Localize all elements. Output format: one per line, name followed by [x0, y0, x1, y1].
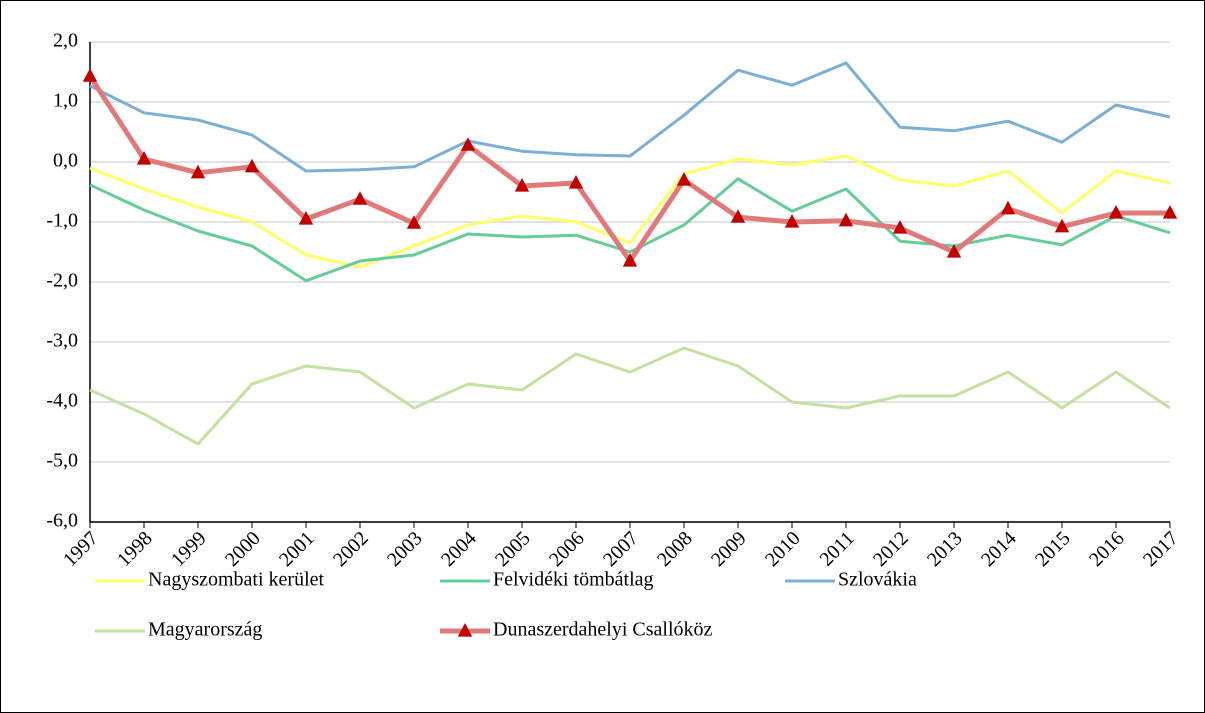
marker: [568, 175, 584, 189]
marker: [838, 212, 854, 227]
marker: [136, 151, 152, 165]
y-tick-label: -5,0: [46, 450, 78, 472]
series-line: [89, 177, 1171, 283]
series-line: [89, 154, 1171, 269]
legend-label: Dunaszerdahelyi Csallóköz: [493, 619, 712, 641]
marker: [1108, 205, 1124, 219]
marker: [352, 191, 368, 205]
y-tick-label: 0,0: [53, 150, 78, 172]
marker: [190, 164, 206, 179]
y-tick-label: -4,0: [46, 390, 78, 412]
y-tick-label: -6,0: [46, 510, 78, 532]
series-line: [89, 61, 1171, 173]
marker: [730, 209, 746, 223]
legend-label: Szlovákia: [838, 569, 917, 591]
marker: [892, 220, 908, 234]
marker: [784, 214, 800, 228]
marker: [1054, 218, 1070, 233]
y-tick-label: -3,0: [46, 330, 78, 352]
marker: [676, 172, 692, 186]
marker: [1000, 200, 1016, 215]
marker: [460, 137, 476, 151]
legend-marker: [457, 623, 473, 637]
legend-label: Magyarország: [148, 619, 262, 641]
y-tick-label: -1,0: [46, 210, 78, 232]
legend-label: Felvidéki tömbátlag: [493, 569, 654, 591]
marker: [82, 68, 98, 82]
marker: [406, 215, 422, 229]
marker: [622, 253, 638, 267]
legend-label: Nagyszombati kerület: [148, 569, 324, 591]
series-line: [89, 346, 1171, 446]
y-tick-label: 1,0: [53, 90, 78, 112]
marker: [514, 178, 530, 192]
marker: [298, 211, 314, 225]
y-tick-label: -2,0: [46, 270, 78, 292]
marker: [946, 244, 962, 258]
marker: [1162, 205, 1178, 219]
y-tick-label: 2,0: [53, 30, 78, 52]
marker: [244, 158, 260, 173]
